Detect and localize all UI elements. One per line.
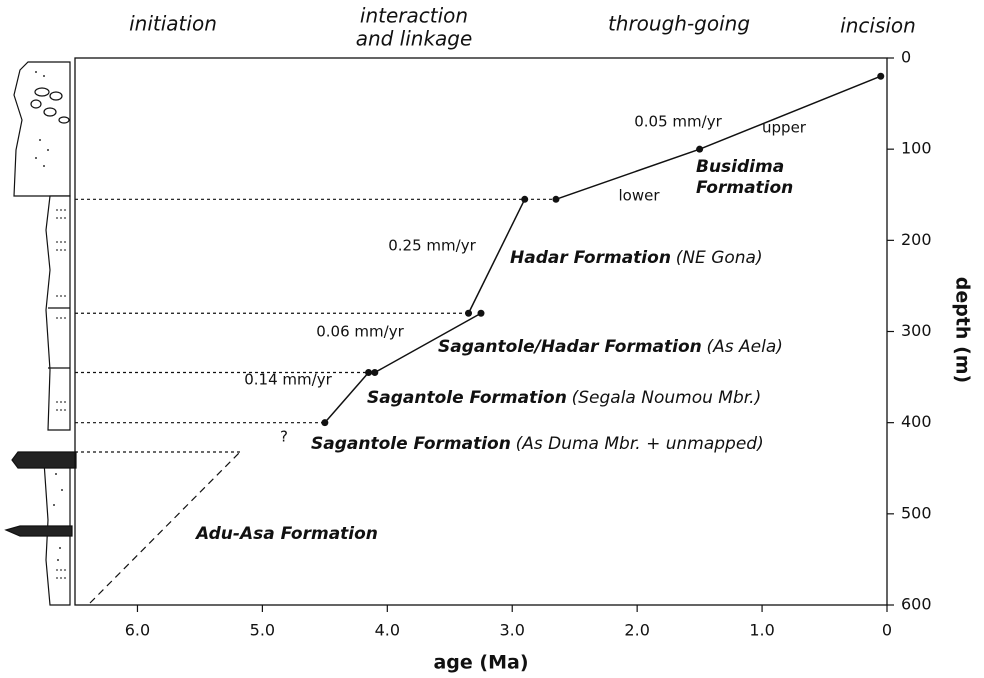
y-tick-label: 100: [901, 139, 932, 158]
rate-label: 0.25 mm/yr: [388, 237, 476, 255]
strat-column: [6, 62, 76, 605]
data-point: [696, 146, 703, 153]
y-tick-label: 0: [901, 48, 911, 67]
formation-label: Sagantole Formation (Segala Noumou Mbr.): [367, 388, 761, 408]
data-point: [552, 196, 559, 203]
formation-label: Adu-Asa Formation: [194, 524, 378, 544]
y-axis-title: depth (m): [952, 277, 974, 383]
formation-label: Busidima: [696, 157, 784, 177]
formation-label: Hadar Formation (NE Gona): [510, 248, 763, 268]
y-tick-label: 200: [901, 230, 932, 249]
phase-label: and linkage: [356, 27, 473, 51]
y-tick-label: 300: [901, 321, 932, 340]
x-axis-title: age (Ma): [433, 652, 528, 674]
x-tick-label: 1.0: [749, 621, 774, 640]
data-point: [371, 369, 378, 376]
annotation: ?: [280, 428, 288, 446]
x-tick-label: 4.0: [375, 621, 400, 640]
data-point: [321, 419, 328, 426]
y-tick-label: 600: [901, 595, 932, 614]
formation-note: (As Duma Mbr. + unmapped): [516, 434, 764, 454]
chart: initiation interaction and linkage throu…: [0, 0, 984, 678]
formation-name: Hadar Formation: [510, 248, 671, 268]
rate-label: 0.06 mm/yr: [316, 323, 404, 341]
x-tick-label: 3.0: [500, 621, 525, 640]
y-tick-label: 500: [901, 503, 932, 522]
x-tick-label: 2.0: [624, 621, 649, 640]
formation-name: Sagantole Formation: [367, 388, 567, 408]
annotation: lower: [618, 187, 660, 205]
formation-label: Sagantole/Hadar Formation (As Aela): [438, 337, 783, 357]
phase-label: through-going: [608, 12, 750, 36]
y-tick-label: 400: [901, 412, 932, 431]
data-point: [877, 73, 884, 80]
data-point: [465, 310, 472, 317]
phase-label: incision: [840, 14, 916, 38]
data-point: [478, 310, 485, 317]
formation-note: (NE Gona): [676, 248, 763, 268]
formation-label: Sagantole Formation (As Duma Mbr. + unma…: [311, 434, 764, 454]
x-tick-label: 0: [882, 621, 892, 640]
formation-label: Formation: [696, 178, 793, 198]
phase-label: interaction: [360, 4, 468, 28]
rate-label: 0.14 mm/yr: [244, 371, 332, 389]
formation-name: Sagantole/Hadar Formation: [438, 337, 702, 357]
phase-label: initiation: [129, 12, 217, 36]
formation-name: Sagantole Formation: [311, 434, 511, 454]
x-tick-label: 6.0: [125, 621, 150, 640]
formation-note: (As Aela): [707, 337, 783, 357]
rate-label: 0.05 mm/yr: [634, 113, 722, 131]
formation-note: (Segala Noumou Mbr.): [572, 388, 762, 408]
plot-frame: [75, 58, 887, 605]
x-tick-label: 5.0: [250, 621, 275, 640]
